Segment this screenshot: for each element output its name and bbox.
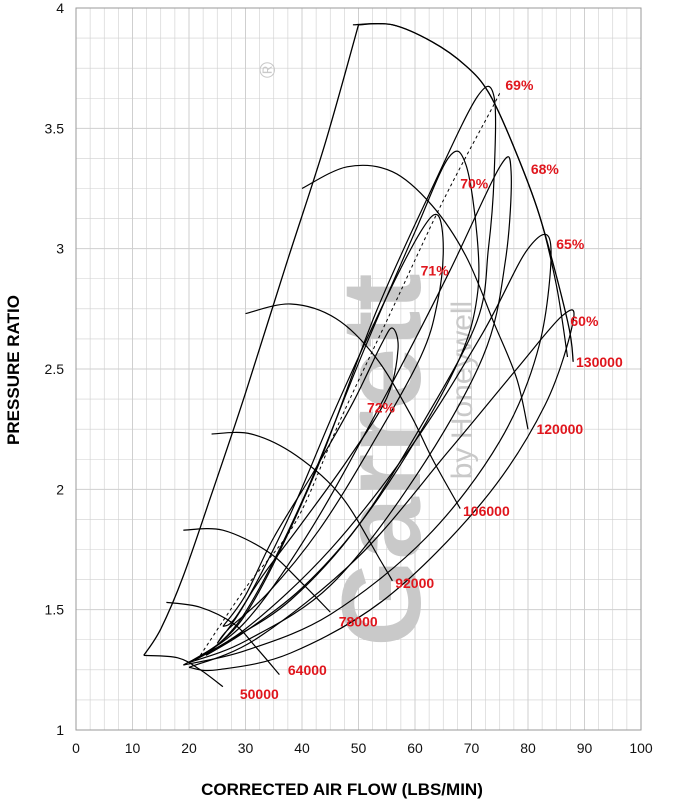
x-tick-label: 0	[72, 740, 80, 756]
grid	[76, 8, 641, 730]
y-tick-label: 3.5	[45, 120, 65, 136]
annotation-label: 71%	[421, 262, 450, 278]
x-tick-label: 90	[577, 740, 593, 756]
efficiency-island-60	[188, 309, 575, 672]
efficiency-centerline	[199, 91, 501, 656]
x-tick-label: 20	[181, 740, 197, 756]
y-tick-label: 4	[56, 0, 64, 16]
speed-line-120000	[301, 164, 529, 430]
efficiency-island-71	[216, 213, 444, 644]
speed-line-64000	[166, 601, 280, 675]
y-tick-label: 1.5	[45, 602, 65, 618]
x-tick-label: 40	[294, 740, 310, 756]
annotation-label: 64000	[288, 662, 327, 678]
x-tick-label: 70	[464, 740, 480, 756]
x-axis-title: CORRECTED AIR FLOW (LBS/MIN)	[201, 780, 483, 799]
speed-line-92000	[211, 431, 393, 582]
efficiency-island-70	[205, 150, 480, 656]
surge-line	[143, 24, 360, 656]
speed-line-78000	[183, 528, 331, 613]
x-tick-label: 30	[238, 740, 254, 756]
axes: 0 10 20 30 40 50 60 70 80 90 100 1 1.5 2 2.5 3 3.5 4	[45, 0, 653, 756]
speed-line-50000	[143, 654, 224, 688]
annotations: 69% 68% 70% 65% 71% 60% 130000 72% 120000 106000 9…	[240, 77, 623, 702]
annotation-label: 106000	[463, 503, 510, 519]
x-tick-label: 100	[629, 740, 653, 756]
choke-line	[358, 22, 574, 362]
annotation-label: 120000	[536, 421, 583, 437]
plot-series	[143, 22, 575, 688]
x-tick-label: 10	[125, 740, 141, 756]
plot-frame	[75, 7, 642, 731]
efficiency-island-69	[194, 85, 497, 661]
watermark-brand-text: Garrett	[319, 273, 444, 646]
x-tick-label: 50	[351, 740, 367, 756]
annotation-label: 50000	[240, 686, 279, 702]
y-tick-label: 3	[56, 241, 64, 257]
x-tick-label: 80	[520, 740, 536, 756]
watermark: Garrett by Honeywell ®	[255, 62, 479, 647]
annotation-label: 78000	[339, 614, 378, 630]
y-tick-label: 2.5	[45, 361, 65, 377]
annotation-label: 60%	[570, 313, 599, 329]
x-tick-label: 60	[407, 740, 423, 756]
watermark-registered-mark: ®	[255, 62, 280, 78]
y-tick-label: 2	[56, 481, 64, 497]
annotation-label: 69%	[505, 77, 534, 93]
y-tick-label: 1	[56, 722, 64, 738]
annotation-label: 65%	[556, 236, 585, 252]
speed-line-106000	[245, 303, 461, 509]
annotation-label: 72%	[367, 400, 396, 416]
y-axis-title: PRESSURE RATIO	[4, 295, 23, 445]
annotation-label: 130000	[576, 354, 623, 370]
annotation-label: 70%	[460, 176, 489, 192]
efficiency-island-72	[222, 327, 399, 628]
efficiency-island-65	[183, 233, 552, 666]
annotation-label: 92000	[395, 575, 434, 591]
efficiency-island-68	[188, 156, 512, 664]
annotation-label: 68%	[531, 161, 560, 177]
